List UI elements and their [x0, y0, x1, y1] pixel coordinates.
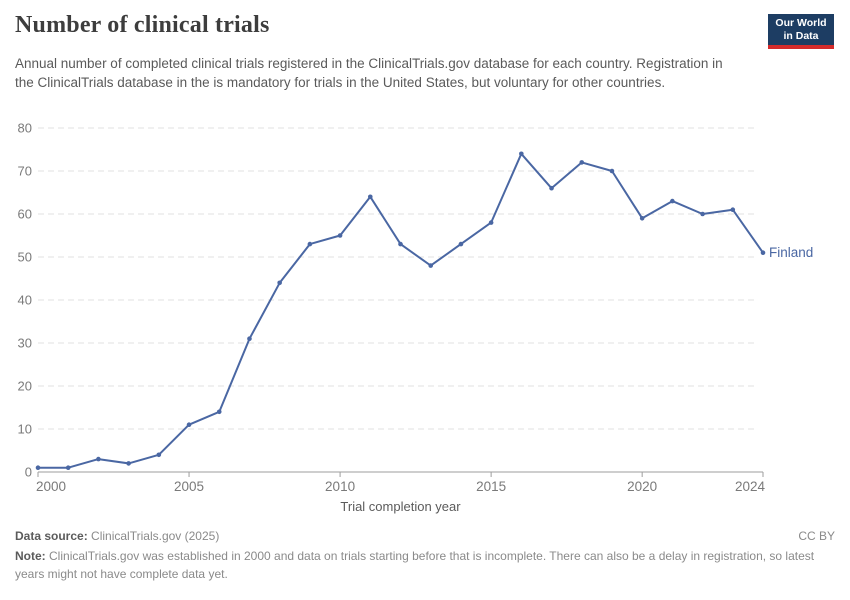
data-point [609, 168, 615, 174]
page-title: Number of clinical trials [15, 12, 270, 38]
owid-logo-line2: in Data [783, 30, 819, 42]
chart-subtitle: Annual number of completed clinical tria… [15, 56, 723, 90]
chart-footer: Data source: ClinicalTrials.gov (2025) C… [15, 529, 835, 583]
svg-text:2020: 2020 [627, 479, 657, 494]
data-point [367, 194, 373, 200]
license-badge: CC BY [798, 529, 835, 543]
svg-text:2024: 2024 [735, 479, 766, 494]
chart-note: Note: ClinicalTrials.gov was established… [15, 548, 835, 583]
svg-text:30: 30 [18, 336, 32, 351]
y-axis-labels: 0 10 20 30 40 50 60 70 80 [18, 121, 32, 480]
data-points [35, 151, 766, 471]
data-point [519, 151, 524, 157]
svg-text:50: 50 [18, 250, 32, 265]
svg-text:10: 10 [18, 422, 32, 437]
data-point [458, 241, 464, 247]
data-point [398, 241, 403, 247]
line-chart: 0 10 20 30 40 50 60 70 80 2000 2005 2010 2015 2020 202… [0, 106, 850, 518]
data-point [428, 263, 434, 268]
line-chart-svg: 0 10 20 30 40 50 60 70 80 2000 2005 2010 2015 2020 202… [18, 121, 814, 515]
svg-text:60: 60 [18, 207, 32, 222]
data-source-value: ClinicalTrials.gov (2025) [91, 529, 220, 543]
data-point [337, 233, 343, 238]
data-point [156, 452, 162, 458]
svg-text:2000: 2000 [36, 479, 66, 494]
data-point [700, 211, 705, 217]
data-point [65, 465, 71, 471]
svg-text:2005: 2005 [174, 479, 204, 494]
data-point [216, 409, 222, 415]
data-point [307, 241, 313, 247]
data-point [35, 465, 41, 471]
data-point [247, 336, 252, 341]
data-point [760, 250, 766, 255]
svg-text:2010: 2010 [325, 479, 355, 494]
data-source-line: Data source: ClinicalTrials.gov (2025) [15, 529, 219, 543]
y-gridlines [38, 127, 755, 430]
data-point [126, 461, 131, 466]
svg-text:70: 70 [18, 164, 32, 179]
svg-text:2015: 2015 [476, 479, 506, 494]
data-point [579, 160, 585, 165]
series-label: Finland [769, 245, 813, 260]
data-source-label: Data source: [15, 529, 88, 543]
data-point [186, 422, 192, 428]
x-axis: 2000 2005 2010 2015 2020 2024 [36, 471, 766, 494]
data-point [639, 216, 645, 221]
x-axis-title: Trial completion year [340, 499, 461, 514]
data-point [96, 456, 101, 462]
data-point [549, 185, 554, 191]
note-label: Note: [15, 549, 46, 563]
svg-text:20: 20 [18, 379, 32, 394]
owid-logo: Our World in Data [768, 14, 834, 49]
svg-text:40: 40 [18, 293, 32, 308]
owid-logo-line1: Our World [775, 17, 827, 29]
note-text: ClinicalTrials.gov was established in 20… [15, 549, 815, 581]
svg-text:0: 0 [25, 465, 32, 480]
data-point [277, 280, 282, 286]
data-point [730, 207, 736, 212]
data-line [38, 152, 764, 469]
data-point [488, 220, 494, 225]
data-point [670, 198, 675, 204]
svg-text:80: 80 [18, 121, 32, 136]
